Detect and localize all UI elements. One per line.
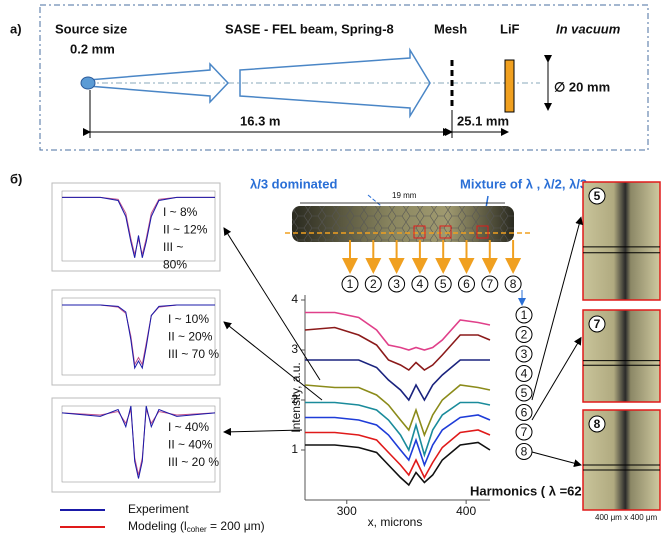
figure: а) Source size 0.2 mm SASE - FEL beam, S… [0, 0, 661, 536]
marker-label: 1 [521, 308, 528, 322]
inset-text: II ~ 40% [168, 438, 213, 452]
annotation: λ/3 dominated [250, 176, 337, 191]
curve [305, 430, 490, 478]
mesh-label: Mesh [434, 21, 467, 36]
diameter: ∅ 20 mm [554, 79, 610, 94]
inset-text: 80% [163, 258, 187, 272]
marker-label: 1 [347, 277, 354, 291]
crystal-pattern [292, 206, 514, 242]
inset-text: II ~ 20% [168, 330, 213, 344]
inset-text: II ~ 12% [163, 223, 208, 237]
x-tick-label: 400 [456, 504, 476, 518]
inset-text: III ~ [163, 240, 183, 254]
marker-label: 5 [440, 277, 447, 291]
source [81, 77, 95, 89]
panel-label: б) [10, 171, 22, 186]
vacuum-label: In vacuum [556, 21, 621, 36]
y-tick-label: 4 [291, 292, 298, 306]
image-label: 7 [594, 317, 601, 331]
x-tick-label: 300 [337, 504, 357, 518]
arrow [532, 452, 581, 465]
legend-entry: Modeling (lcoher = 200 μm) [128, 519, 265, 534]
inset-text: I ~ 8% [163, 205, 198, 219]
crystal-width: 19 mm [392, 191, 417, 200]
marker-label: 5 [521, 386, 528, 400]
marker-label: 6 [463, 277, 470, 291]
curve [305, 385, 490, 435]
lif-label: LiF [500, 21, 520, 36]
inset-text: III ~ 20 % [168, 455, 219, 469]
image-label: 5 [594, 189, 601, 203]
distance: 16.3 m [240, 113, 280, 128]
marker-label: 3 [393, 277, 400, 291]
curve [305, 415, 490, 465]
panel-label: а) [10, 21, 22, 36]
legend-entry: Experiment [128, 502, 189, 516]
inset-text: I ~ 10% [168, 312, 209, 326]
beam-label: SASE - FEL beam, Spring-8 [225, 21, 394, 36]
legend-text: Experiment [128, 502, 189, 516]
legend-text: Modeling (l [128, 519, 187, 533]
marker-label: 2 [521, 328, 528, 342]
y-axis-label: Intensity, a.u. [289, 362, 303, 432]
inset-text: III ~ 70 % [168, 347, 219, 361]
source-size: 0.2 mm [70, 41, 115, 56]
curve [305, 313, 490, 351]
arrow [224, 228, 320, 380]
page: а) Source size 0.2 mm SASE - FEL beam, S… [0, 0, 661, 536]
marker-label: 7 [521, 425, 528, 439]
legend-text: coher [187, 525, 207, 534]
marker-label: 3 [521, 347, 528, 361]
marker-label: 7 [486, 277, 493, 291]
marker-label: 4 [521, 367, 528, 381]
source-label: Source size [55, 21, 127, 36]
marker-label: 6 [521, 406, 528, 420]
curve [305, 360, 490, 400]
panel-a: а) Source size 0.2 mm SASE - FEL beam, S… [10, 5, 648, 150]
marker-label: 2 [370, 277, 377, 291]
marker-label: 8 [521, 445, 528, 459]
annotation: Mixture of λ , λ/2, λ/3 [460, 176, 587, 191]
distance: 25.1 mm [457, 113, 509, 128]
image-label: 8 [594, 417, 601, 431]
arrow [532, 338, 581, 420]
arrow [532, 217, 581, 400]
marker-label: 4 [417, 277, 424, 291]
y-tick-label: 1 [291, 442, 298, 456]
inset-text: I ~ 40% [168, 420, 209, 434]
legend-text: = 200 μm) [207, 519, 265, 533]
x-axis-label: x, microns [368, 515, 423, 529]
marker-label: 8 [510, 277, 517, 291]
image-scale: 400 μm x 400 μm [595, 513, 657, 522]
arrow [224, 322, 322, 400]
curve [305, 443, 490, 486]
lif-crystal [505, 60, 514, 112]
curve [305, 328, 490, 371]
